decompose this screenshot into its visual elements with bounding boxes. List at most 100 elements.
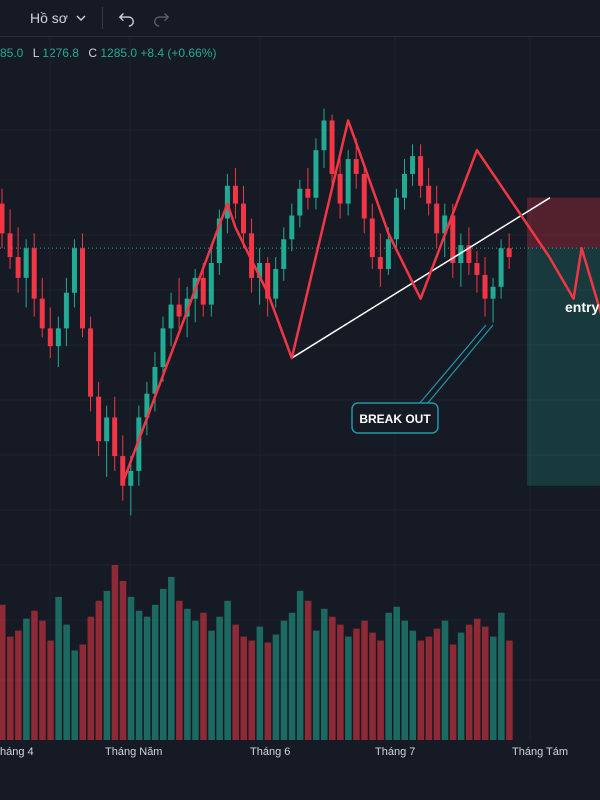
candle [96, 381, 102, 457]
candle [305, 168, 311, 210]
price-chart[interactable]: BREAK OUT entry háng 4 Tháng Năm Tháng 6 Thán… [0, 37, 600, 800]
candle [200, 263, 206, 317]
candle [144, 381, 150, 436]
candle [498, 239, 504, 299]
volume-bar [369, 632, 376, 740]
candle [39, 277, 45, 338]
candle [71, 239, 77, 308]
candle-body [39, 298, 45, 329]
candle-body [31, 248, 37, 299]
candle [474, 251, 480, 293]
volume-bar [176, 600, 183, 740]
breakout-callout: BREAK OUT [351, 402, 439, 434]
volume-bar [151, 604, 159, 740]
candle [152, 352, 158, 412]
redo-button[interactable] [151, 8, 171, 28]
candle-body [377, 257, 383, 269]
volume-bar [111, 565, 119, 740]
volume-bar [143, 616, 151, 740]
top-toolbar: Hồ sơ [0, 0, 600, 37]
candle-body [47, 328, 53, 347]
candle [88, 316, 94, 412]
candle [313, 138, 319, 210]
volume-bar [498, 612, 505, 740]
candle [458, 233, 464, 287]
candle [361, 168, 367, 234]
volume-bar [87, 616, 95, 740]
candle-body [104, 417, 110, 442]
candle-body [506, 248, 512, 258]
candle [490, 277, 496, 323]
candle-body [257, 263, 263, 278]
candle-body [273, 268, 279, 299]
open-value: 85.0 [0, 46, 24, 60]
candle [23, 239, 29, 308]
candle-body [313, 150, 319, 198]
volume-bar [63, 624, 70, 740]
candle [377, 233, 383, 287]
candle-body [450, 215, 456, 264]
candle [434, 185, 440, 249]
x-tick-label: Tháng 7 [375, 746, 415, 758]
profile-label: Hồ sơ [30, 10, 68, 26]
candle-body [498, 248, 504, 287]
volume-bar [425, 636, 433, 740]
volume-bar [433, 628, 441, 740]
candle-body [490, 286, 496, 299]
candle-body [241, 203, 246, 234]
candle [249, 218, 255, 293]
redo-icon [154, 13, 170, 27]
volume-bar [465, 624, 473, 740]
candle-body [345, 159, 351, 204]
undo-button[interactable] [117, 8, 137, 28]
volume-bar [232, 624, 239, 740]
candle [426, 168, 432, 216]
callout-pointer [426, 324, 494, 405]
candle-body [120, 456, 126, 486]
volume-bar [361, 620, 368, 740]
volume-bar [337, 624, 344, 740]
candle [47, 307, 53, 359]
candle-body [434, 203, 440, 234]
candle [168, 292, 174, 347]
volume-bar [240, 636, 247, 740]
profile-dropdown[interactable]: Hồ sơ [30, 10, 86, 26]
candle [329, 114, 335, 189]
volume-bar [103, 590, 111, 740]
volume-bar [264, 642, 272, 740]
candle [297, 179, 303, 228]
candle [112, 396, 118, 471]
candle [402, 159, 407, 210]
candle [321, 108, 327, 168]
candle-body [337, 173, 343, 204]
candle [120, 435, 126, 501]
candle [506, 233, 512, 269]
volume-series [0, 565, 513, 740]
candle-body [385, 239, 391, 269]
volume-bar [312, 630, 320, 740]
low-value: 1276.8 [42, 46, 79, 60]
candle-body [426, 185, 432, 204]
candle-body [112, 417, 118, 457]
candle [31, 233, 37, 317]
volume-bar [329, 616, 336, 740]
candle-body [418, 156, 424, 186]
candle [128, 456, 134, 516]
candle-body [289, 215, 295, 240]
candle [216, 209, 222, 275]
candle-body [281, 239, 287, 269]
candle-body [482, 274, 488, 299]
close-value: 1285.0 [100, 46, 138, 60]
candle-body [369, 218, 375, 258]
candle [393, 188, 399, 249]
candle [104, 405, 110, 477]
x-tick-label: Tháng 6 [250, 746, 290, 758]
candle [265, 257, 271, 317]
volume-bar [417, 640, 425, 740]
candle-body [224, 185, 230, 219]
candle [176, 277, 182, 329]
volume-bar [7, 636, 14, 740]
volume-bar [280, 620, 288, 740]
volume-bar [385, 612, 392, 740]
candle-body [200, 277, 206, 305]
